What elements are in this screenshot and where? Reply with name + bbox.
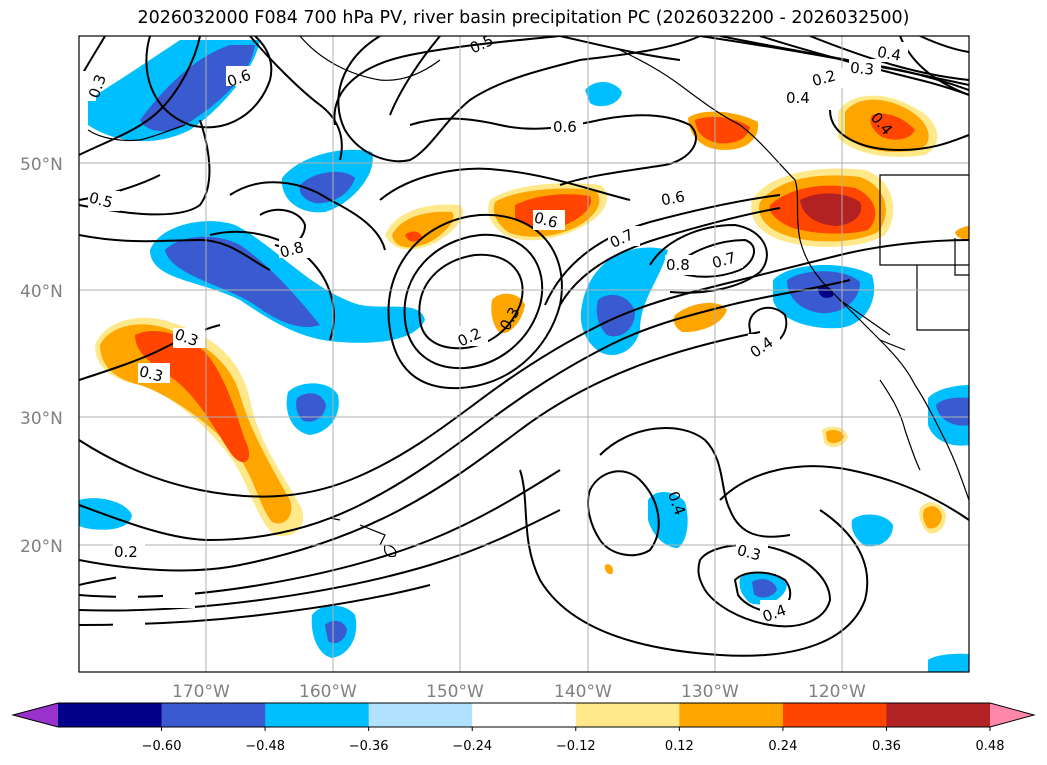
contour-label: 0.2 — [810, 66, 838, 90]
colorbar-segment — [472, 703, 577, 727]
colorbar-segment — [368, 703, 473, 727]
lon-label: 150°W — [426, 682, 484, 702]
colorbar-tick-label: −0.24 — [452, 739, 492, 754]
colorbar-tick-label: −0.48 — [245, 739, 285, 754]
colorbar-tick-label: −0.60 — [142, 739, 182, 754]
lat-label: 20°N — [20, 537, 63, 557]
colorbar-extend-high — [990, 703, 1034, 727]
colorbar-segment — [58, 703, 163, 727]
lon-label: 120°W — [808, 682, 866, 702]
lon-label: 160°W — [299, 682, 357, 702]
contour-label: 0.5 — [87, 188, 115, 212]
precip-fill-positive — [95, 95, 969, 575]
gridlines — [79, 36, 969, 672]
lat-label: 30°N — [20, 409, 63, 429]
lon-label: 170°W — [172, 682, 230, 702]
colorbar: −0.60 −0.48 −0.36 −0.24 −0.12 0.12 0.24 0.36 0.4… — [11, 702, 1036, 754]
colorbar-segment — [679, 703, 784, 727]
contour-label: 0.3 — [137, 362, 165, 386]
colorbar-ticks: −0.60 −0.48 −0.36 −0.24 −0.12 0.12 0.24 0.36 0.4… — [142, 727, 1005, 754]
contour-label: 0.3 — [849, 59, 874, 79]
contour-label: 0.7 — [710, 248, 738, 272]
colorbar-tick-label: −0.12 — [556, 739, 596, 754]
map-title: 2026032000 F084 700 hPa PV, river basin … — [137, 8, 910, 28]
colorbar-segment — [575, 703, 680, 727]
colorbar-tick-label: 0.48 — [976, 739, 1005, 754]
map-panel: 0.3 0.6 0.5 0.4 0.3 0.2 0.4 0.4 0.6 0.5 … — [79, 31, 969, 672]
contour-label: 0.6 — [660, 187, 687, 209]
map-border — [78, 35, 970, 673]
colorbar-outline — [11, 702, 1036, 728]
colorbar-segment — [265, 703, 370, 727]
colorbar-segment — [782, 703, 887, 727]
lat-label: 50°N — [20, 155, 63, 175]
colorbar-segment — [161, 703, 266, 727]
lon-label: 140°W — [554, 682, 612, 702]
contour-label: 0.6 — [553, 118, 577, 136]
colorbar-tick-label: 0.24 — [768, 739, 797, 754]
contour-label: 0.3 — [735, 541, 763, 565]
colorbar-tick-label: 0.12 — [665, 739, 694, 754]
contour-label: 0.4 — [786, 89, 810, 107]
lon-label: 130°W — [681, 682, 739, 702]
coastlines — [87, 36, 969, 558]
latitude-labels: 50°N 40°N 30°N 20°N — [20, 155, 63, 557]
lat-label: 40°N — [20, 282, 63, 302]
contour-label: 0.4 — [876, 43, 903, 65]
precip-fill-negative — [79, 40, 969, 672]
colorbar-segments — [13, 703, 1034, 727]
colorbar-segment — [886, 703, 991, 727]
contour-label: 0.8 — [666, 256, 690, 274]
contour-label: 0.5 — [467, 31, 496, 57]
contour-label: 0.2 — [114, 543, 138, 561]
colorbar-tick-label: −0.36 — [349, 739, 389, 754]
colorbar-tick-label: 0.36 — [872, 739, 901, 754]
contour-label: 0.8 — [278, 238, 306, 262]
colorbar-extend-low — [13, 703, 58, 727]
longitude-labels: 170°W 160°W 150°W 140°W 130°W 120°W — [172, 682, 866, 702]
contour-label-group: 0.3 0.6 0.5 0.4 0.3 0.2 0.4 0.4 0.6 0.5 … — [79, 31, 908, 633]
contour-label: 0.6 — [532, 208, 560, 232]
